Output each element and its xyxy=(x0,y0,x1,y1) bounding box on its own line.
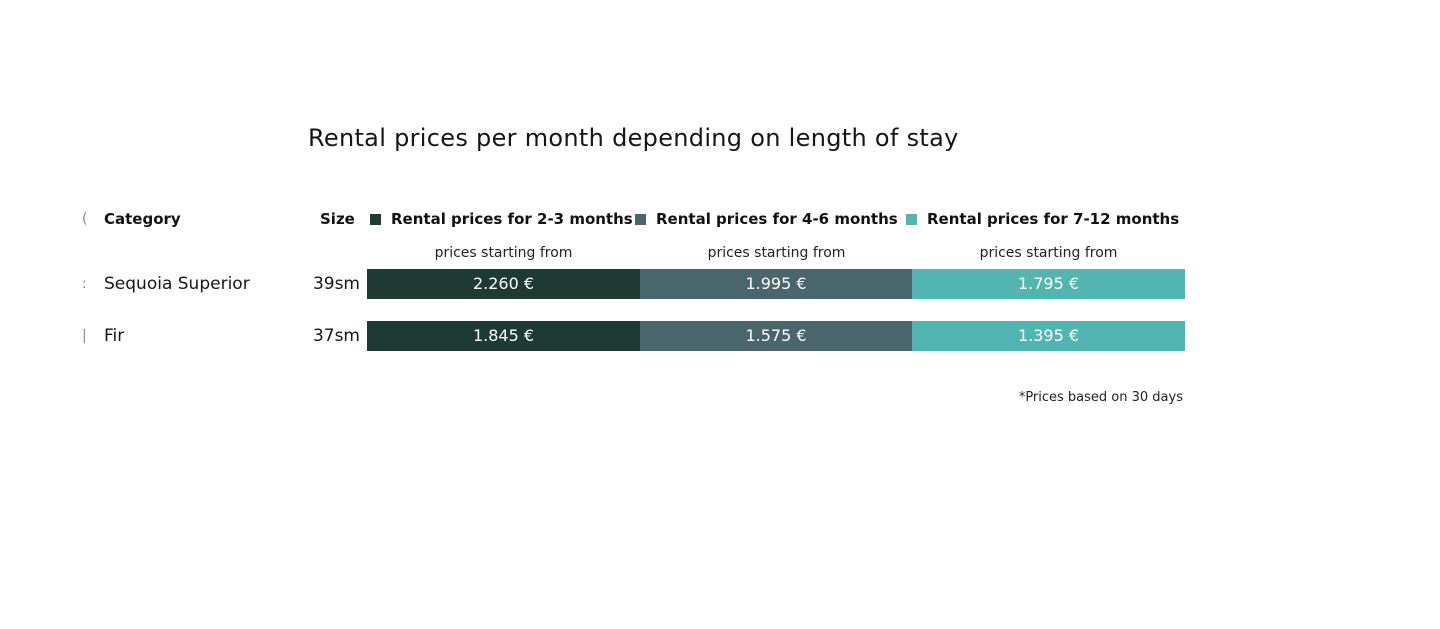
legend-label: Rental prices for 7-12 months xyxy=(927,210,1180,228)
price-cell: 2.260 € xyxy=(367,269,640,299)
legend-label: Rental prices for 2-3 months xyxy=(391,210,633,228)
edge-fragment: : xyxy=(82,276,86,292)
price-cell: 1.795 € xyxy=(912,269,1185,299)
legend-tier-1: Rental prices for 2-3 months xyxy=(370,210,633,228)
row-category: Sequoia Superior xyxy=(104,274,250,294)
price-cell: 1.575 € xyxy=(640,321,912,351)
edge-fragment: ( xyxy=(82,211,86,227)
row-size: 37sm xyxy=(312,326,360,346)
row-size: 39sm xyxy=(312,274,360,294)
price-cell: 1.995 € xyxy=(640,269,912,299)
price-cell: 1.845 € xyxy=(367,321,640,351)
tier-sublabel: prices starting from xyxy=(979,245,1118,261)
legend-label: Rental prices for 4-6 months xyxy=(656,210,898,228)
footnote: *Prices based on 30 days xyxy=(1018,390,1183,405)
price-cell: 1.395 € xyxy=(912,321,1185,351)
page-title: Rental prices per month depending on len… xyxy=(308,124,959,152)
legend-swatch xyxy=(370,213,381,225)
legend-tier-3: Rental prices for 7-12 months xyxy=(906,210,1179,228)
column-header-category: Category xyxy=(104,210,181,228)
edge-fragment: | xyxy=(82,328,86,344)
tier-sublabel: prices starting from xyxy=(434,245,573,261)
legend-swatch xyxy=(906,213,917,225)
legend-tier-2: Rental prices for 4-6 months xyxy=(635,210,898,228)
row-category: Fir xyxy=(104,326,125,346)
column-header-size: Size xyxy=(320,210,355,228)
tier-sublabel: prices starting from xyxy=(707,245,846,261)
legend-swatch xyxy=(635,213,646,225)
